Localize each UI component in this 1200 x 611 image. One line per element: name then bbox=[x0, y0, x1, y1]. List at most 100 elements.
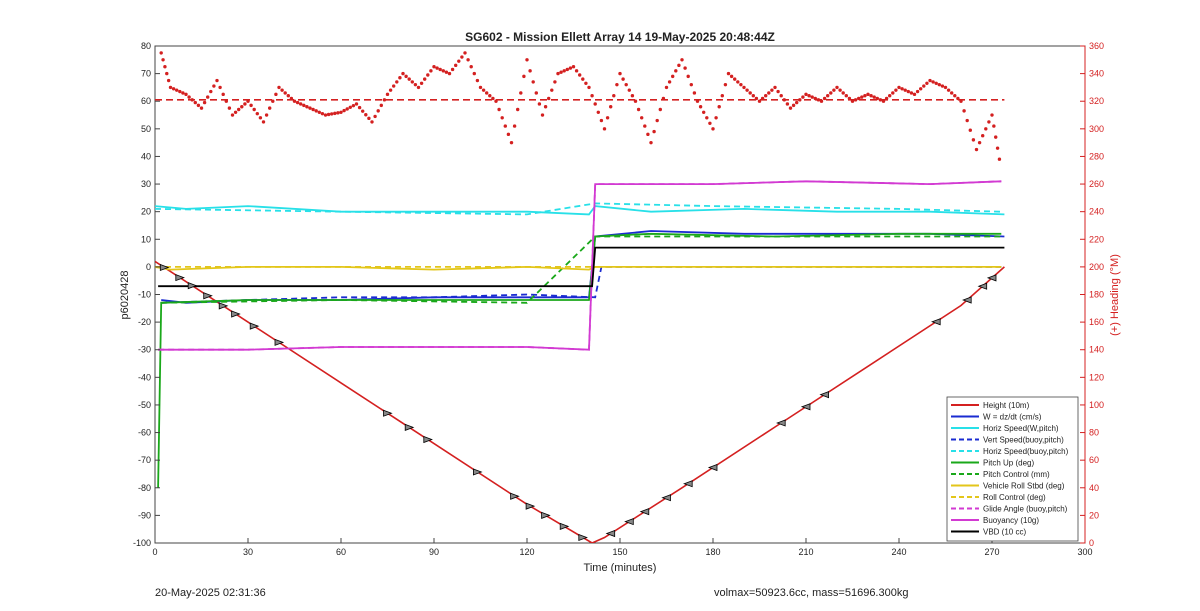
heading-point bbox=[748, 91, 752, 95]
heading-point bbox=[333, 111, 337, 116]
heading-point bbox=[630, 94, 635, 98]
heading-point bbox=[258, 116, 263, 120]
heading-point bbox=[723, 82, 728, 87]
heading-point bbox=[819, 99, 824, 103]
heading-point bbox=[240, 105, 244, 109]
heading-point bbox=[711, 127, 715, 131]
heading-point bbox=[516, 107, 520, 112]
heading-point bbox=[423, 77, 427, 81]
height-marker bbox=[541, 511, 551, 519]
heading-point bbox=[826, 94, 830, 98]
heading-point bbox=[671, 74, 675, 79]
y2-axis-label: (+) Heading (°M) bbox=[1109, 254, 1121, 336]
height-marker bbox=[274, 338, 285, 346]
heading-point bbox=[398, 76, 402, 80]
x-tick-label: 270 bbox=[984, 547, 999, 557]
legend-label: Pitch Up (deg) bbox=[983, 459, 1034, 468]
heading-point bbox=[829, 91, 833, 95]
y2-tick-label: 0 bbox=[1089, 538, 1094, 548]
heading-point bbox=[212, 84, 216, 88]
heading-point bbox=[537, 102, 542, 106]
height-marker bbox=[218, 302, 229, 310]
y2-tick-label: 60 bbox=[1089, 455, 1099, 465]
heading-point bbox=[302, 103, 306, 108]
heading-point bbox=[658, 107, 662, 112]
heading-point bbox=[965, 118, 969, 123]
heading-point bbox=[227, 106, 232, 110]
x-tick-label: 90 bbox=[429, 547, 439, 557]
legend-box bbox=[946, 396, 1079, 542]
heading-point bbox=[500, 116, 504, 120]
y2-tick-label: 120 bbox=[1089, 372, 1104, 382]
heading-point bbox=[615, 82, 619, 87]
heading-point bbox=[636, 107, 641, 112]
heading-point bbox=[506, 132, 511, 137]
heading-point bbox=[822, 96, 827, 101]
heading-point bbox=[367, 116, 371, 121]
heading-point bbox=[481, 88, 486, 92]
heading-point bbox=[357, 105, 362, 110]
x-tick-label: 210 bbox=[798, 547, 813, 557]
y2-tick-label: 180 bbox=[1089, 290, 1104, 300]
height-marker bbox=[639, 508, 650, 516]
heading-point bbox=[779, 94, 783, 98]
y2-tick-label: 360 bbox=[1089, 41, 1104, 51]
axis-layer: 0 30 60 90 120 150 180 210 240 270 300-100-90-80-7… bbox=[133, 41, 1104, 557]
heading-point bbox=[702, 110, 706, 114]
heading-point bbox=[292, 99, 297, 103]
heading-point bbox=[894, 88, 898, 92]
heading-point bbox=[416, 85, 421, 90]
heading-point bbox=[760, 96, 765, 101]
heading-point bbox=[981, 134, 985, 138]
heading-point bbox=[491, 96, 495, 101]
height-marker bbox=[404, 423, 415, 431]
heading-point bbox=[264, 113, 269, 117]
heading-point bbox=[432, 65, 436, 69]
series-layer bbox=[155, 51, 1005, 543]
heading-point bbox=[922, 84, 926, 88]
heading-point bbox=[584, 81, 588, 85]
series-line bbox=[155, 260, 1005, 543]
y-tick-label: 40 bbox=[141, 151, 151, 161]
heading-point bbox=[581, 77, 585, 81]
heading-point bbox=[376, 109, 380, 113]
heading-point bbox=[237, 107, 241, 112]
height-marker bbox=[203, 292, 213, 300]
heading-point bbox=[364, 113, 368, 117]
heading-point bbox=[919, 87, 923, 91]
heading-point bbox=[435, 66, 439, 70]
heading-point bbox=[971, 138, 976, 142]
heading-point bbox=[977, 140, 982, 145]
heading-point bbox=[807, 94, 811, 98]
heading-point bbox=[531, 80, 535, 84]
heading-point bbox=[726, 71, 731, 76]
heading-point bbox=[426, 73, 430, 77]
heading-point bbox=[891, 91, 895, 95]
y-tick-label: 20 bbox=[141, 207, 151, 217]
height-marker bbox=[159, 263, 170, 272]
y2-tick-label: 300 bbox=[1089, 124, 1104, 134]
heading-point bbox=[990, 113, 994, 117]
heading-point bbox=[233, 110, 238, 114]
heading-point bbox=[801, 95, 805, 99]
y-tick-label: 80 bbox=[141, 41, 151, 51]
height-marker bbox=[525, 502, 536, 510]
heading-point bbox=[392, 84, 396, 88]
heading-point bbox=[450, 67, 455, 72]
heading-point bbox=[745, 88, 749, 92]
x-tick-label: 180 bbox=[705, 547, 720, 557]
heading-point bbox=[299, 102, 303, 106]
footer-mass-info: volmax=50923.6cc, mass=51696.300kg bbox=[714, 587, 909, 599]
y-tick-label: -100 bbox=[133, 538, 151, 548]
heading-point bbox=[454, 63, 458, 68]
heading-point bbox=[556, 71, 560, 76]
heading-point bbox=[202, 100, 207, 105]
heading-point bbox=[447, 71, 452, 76]
heading-point bbox=[994, 135, 998, 139]
heading-point bbox=[184, 92, 188, 97]
heading-point bbox=[382, 98, 387, 102]
heading-point bbox=[912, 92, 917, 97]
heading-point bbox=[323, 113, 328, 117]
heading-point bbox=[168, 85, 173, 90]
heading-point bbox=[705, 116, 709, 120]
